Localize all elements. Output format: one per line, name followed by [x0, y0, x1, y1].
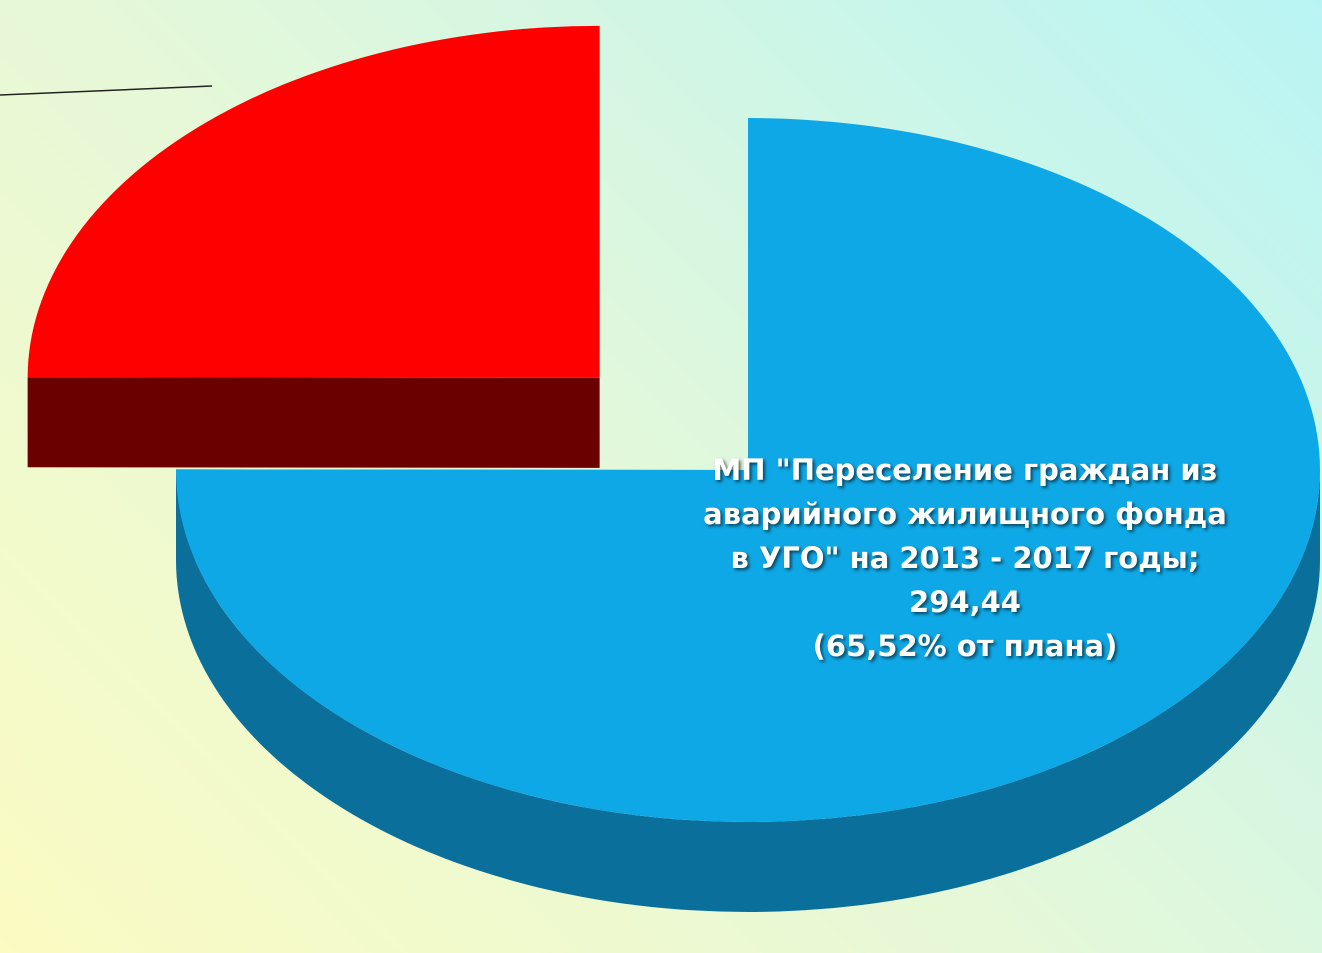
category-label: МП "Переселение граждан из аварийного жи…	[703, 453, 1227, 575]
leader-line	[0, 85, 213, 96]
label-separator: ;	[1187, 541, 1200, 575]
slice	[175, 118, 1320, 822]
data-label: МП "Переселение граждан из аварийного жи…	[690, 448, 1240, 668]
value-label: 294,44	[909, 585, 1021, 619]
plan-label: (65,52% от плана)	[812, 629, 1118, 663]
slice	[27, 25, 600, 378]
slice-wall	[176, 470, 1320, 912]
slice-side	[27, 377, 600, 468]
